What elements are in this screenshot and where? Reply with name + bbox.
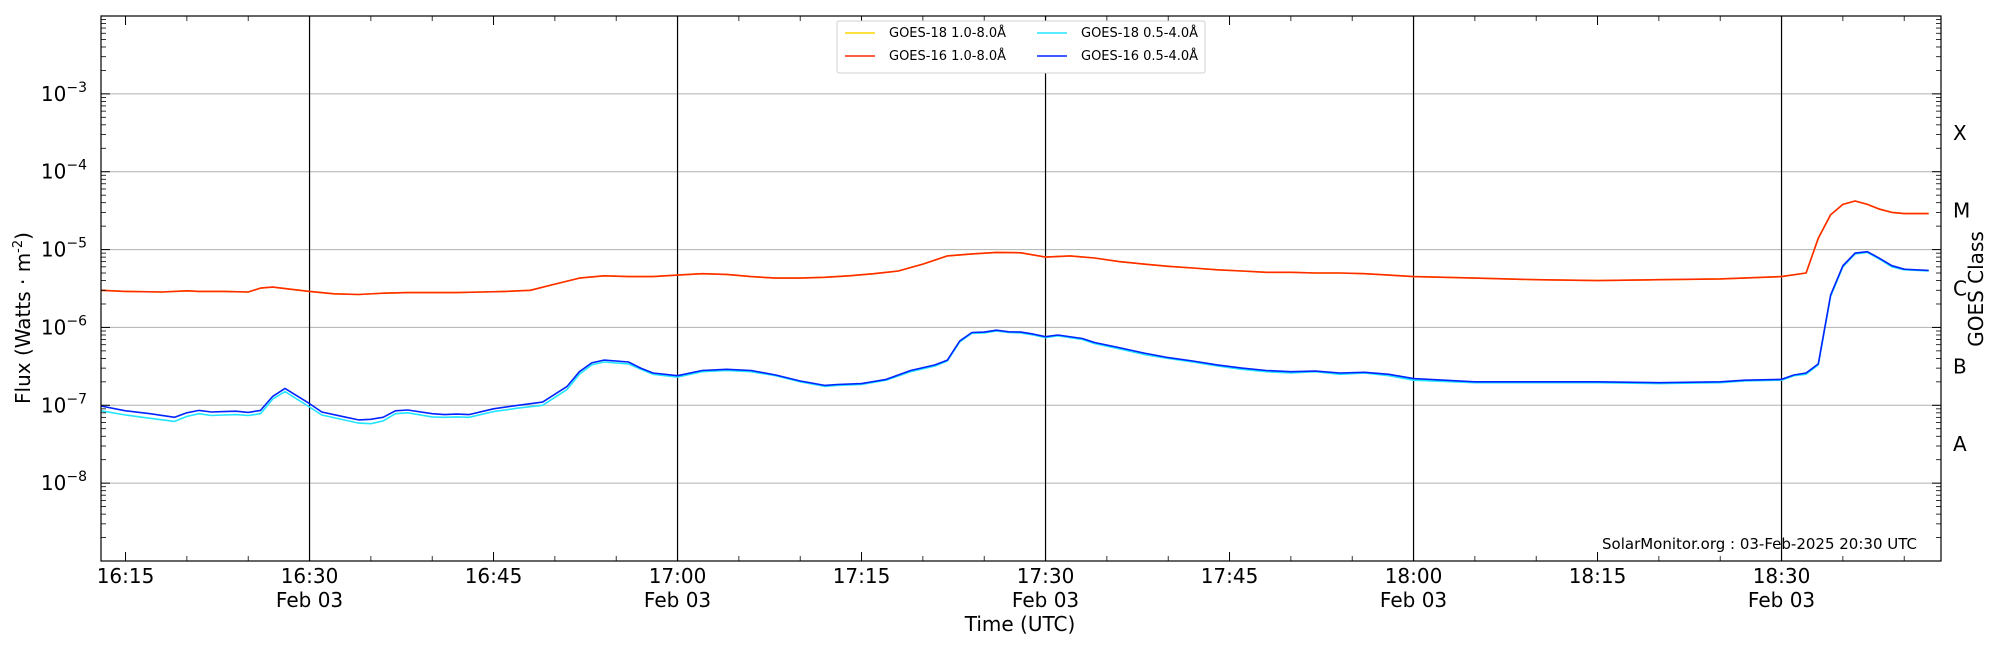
series-layer: [100, 200, 1929, 425]
tick-layer: [101, 16, 1941, 561]
y-tick-label: 10−3: [41, 80, 87, 106]
y-tick-base: 10: [41, 160, 66, 184]
legend-label: GOES-18 0.5-4.0Å: [1081, 25, 1198, 41]
footer-credit: SolarMonitor.org : 03-Feb-2025 20:30 UTC: [1602, 535, 1917, 553]
y-tick-base: 10: [41, 393, 66, 417]
y-tick-base: 10: [41, 315, 66, 339]
y-tick-label: 10−5: [41, 236, 87, 262]
legend: GOES-18 1.0-8.0Å GOES-18 0.5-4.0Å GOES-16 …: [836, 20, 1206, 74]
series-line-3: [100, 251, 1929, 425]
x-axis-title: Time (UTC): [964, 612, 1076, 636]
y-tick-exponent: −7: [66, 391, 87, 407]
goes-class-label-a: A: [1953, 432, 1967, 456]
y-tick-label: 10−8: [41, 469, 87, 495]
x-tick-label: 18:00: [1385, 564, 1443, 588]
y-tick-exponent: −5: [66, 236, 87, 252]
y-axis-title: Flux (Watts · m-2): [11, 232, 35, 404]
y-tick-label: 10−6: [41, 313, 87, 339]
x-tick-date: Feb 03: [1748, 588, 1815, 612]
y-tick-label: 10−4: [41, 158, 87, 184]
legend-label: GOES-16 1.0-8.0Å: [889, 48, 1006, 64]
x-tick-label: 17:30: [1017, 564, 1075, 588]
goes-class-labels: A B C M X: [1953, 121, 1970, 456]
plot-frame: [100, 15, 1942, 562]
y-tick-base: 10: [41, 238, 66, 262]
x-tick-label: 16:15: [97, 564, 155, 588]
x-tick-label: 17:15: [833, 564, 891, 588]
legend-label: GOES-16 0.5-4.0Å: [1081, 48, 1198, 64]
x-tick-date: Feb 03: [276, 588, 343, 612]
legend-label: GOES-18 1.0-8.0Å: [889, 25, 1006, 41]
goes-class-label-b: B: [1953, 354, 1967, 378]
goes-class-label-c: C: [1953, 277, 1967, 301]
y2-axis-title: GOES Class: [1964, 231, 1988, 347]
y-tick-exponent: −3: [66, 80, 87, 96]
x-tick-label: 17:00: [649, 564, 707, 588]
series-line-4: [100, 250, 1929, 421]
goes-class-label-m: M: [1953, 199, 1970, 223]
x-tick-label: 18:30: [1753, 564, 1811, 588]
y-tick-exponent: −4: [66, 158, 87, 174]
grid-layer: [101, 93, 1941, 484]
y-tick-base: 10: [41, 471, 66, 495]
x-tick-date: Feb 03: [1012, 588, 1079, 612]
y-tick-base: 10: [41, 82, 66, 106]
y-axis-title-exponent: -2: [11, 240, 26, 253]
x-tick-date: Feb 03: [1380, 588, 1447, 612]
x-tick-label: 17:45: [1201, 564, 1259, 588]
y-tick-label: 10−7: [41, 391, 87, 417]
y-axis-title-close: ): [11, 232, 35, 240]
x-tick-label: 18:15: [1569, 564, 1627, 588]
x-tick-label: 16:30: [281, 564, 339, 588]
goes-class-label-x: X: [1953, 121, 1967, 145]
vertical-marker-lines: [308, 16, 1783, 561]
y-tick-exponent: −6: [66, 313, 87, 329]
x-tick-label: 16:45: [465, 564, 523, 588]
legend-box: [836, 20, 1206, 74]
y-axis-title-text: Flux (Watts · m: [11, 253, 35, 404]
y-tick-labels: 10−810−710−610−510−410−3: [41, 80, 87, 495]
series-line-2: [100, 200, 1929, 296]
x-tick-date: Feb 03: [644, 588, 711, 612]
y-tick-exponent: −8: [66, 469, 87, 485]
